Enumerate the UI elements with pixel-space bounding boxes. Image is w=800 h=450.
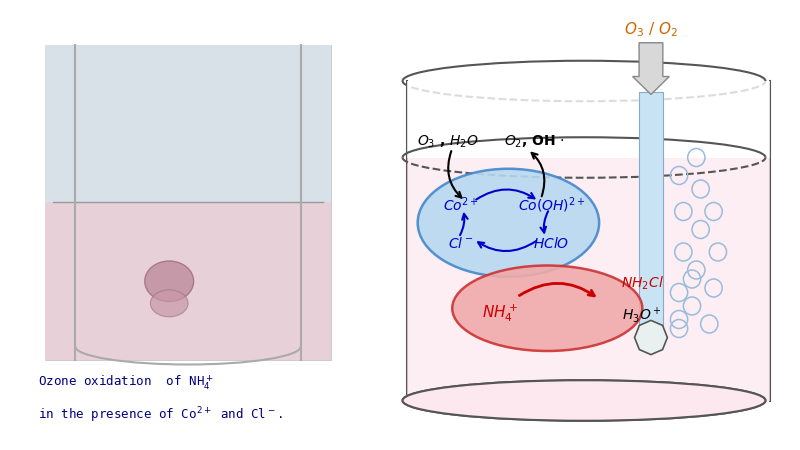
- Text: Ozone oxidation  of NH$_4^+$: Ozone oxidation of NH$_4^+$: [38, 374, 214, 392]
- Text: in the presence of Co$^{2+}$ and Cl$^-$.: in the presence of Co$^{2+}$ and Cl$^-$.: [38, 405, 283, 425]
- FancyArrow shape: [633, 43, 670, 94]
- Bar: [45, 45, 331, 360]
- Polygon shape: [407, 158, 770, 400]
- Ellipse shape: [418, 169, 599, 277]
- Text: $O_3$ , $H_2O$: $O_3$ , $H_2O$: [417, 134, 479, 150]
- Ellipse shape: [452, 266, 642, 351]
- Text: $Cl^-$: $Cl^-$: [448, 235, 474, 251]
- Ellipse shape: [145, 261, 194, 302]
- Text: $HClO$: $HClO$: [534, 235, 570, 251]
- Text: $Co^{2+}$: $Co^{2+}$: [443, 195, 479, 214]
- Text: $NH_4^+$: $NH_4^+$: [482, 302, 518, 324]
- Text: $NH_2Cl$: $NH_2Cl$: [621, 275, 664, 292]
- Ellipse shape: [402, 380, 766, 421]
- Text: $O_2$, OH $\cdot$: $O_2$, OH $\cdot$: [504, 134, 565, 150]
- Bar: [45, 45, 331, 360]
- Bar: [45, 45, 331, 202]
- Text: $H_3O^+$: $H_3O^+$: [622, 305, 662, 325]
- Bar: [639, 92, 662, 338]
- Ellipse shape: [402, 380, 766, 421]
- Text: $Co(OH)^{2+}$: $Co(OH)^{2+}$: [518, 195, 586, 215]
- Text: $O_3$ / $O_2$: $O_3$ / $O_2$: [624, 20, 678, 39]
- Ellipse shape: [150, 290, 188, 317]
- Bar: [45, 202, 331, 360]
- Polygon shape: [407, 81, 770, 158]
